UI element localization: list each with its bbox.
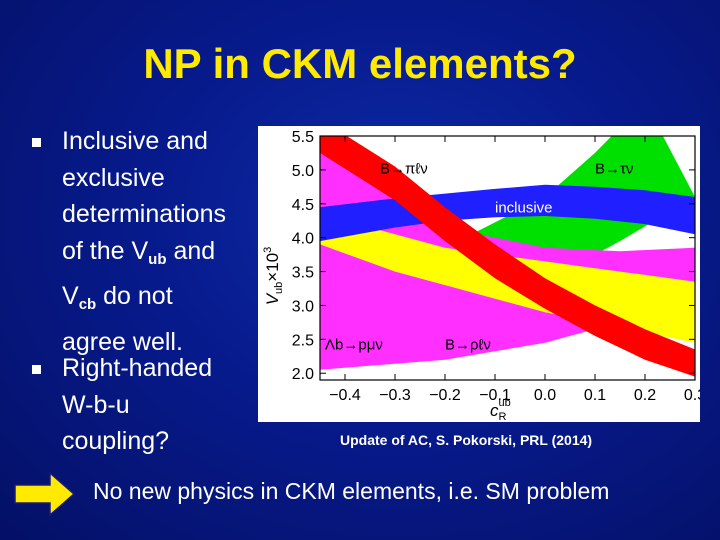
y-label-main: V [263, 292, 282, 305]
y-label-suffix: ×10 [263, 253, 282, 282]
x-label-sup: ub [498, 397, 510, 409]
band-label: B→τν [595, 160, 633, 177]
x-tick-label: −0.3 [379, 387, 411, 404]
x-tick-label: 0.0 [534, 387, 556, 404]
x-tick-label: −0.2 [429, 387, 461, 404]
x-tick-label: −0.4 [329, 387, 361, 404]
arrow-right-icon [14, 471, 76, 517]
subscript: ub [148, 250, 167, 268]
subscript: cb [78, 296, 97, 313]
arrow-shape [14, 471, 76, 517]
axes-layer: 2.0 2.5 3.0 3.5 4.0 4.5 5.0 5.5 −0.4 −0.3 −0.2 −0.1… [292, 129, 706, 404]
bullet-1-line: Vcb do not [62, 278, 262, 324]
conclusion-text: No new physics in CKM elements, i.e. SM … [93, 478, 610, 504]
bullet-1-line: of the Vub and [62, 233, 262, 279]
bullet-1-line: Inclusive and [62, 127, 208, 155]
plot-frame [319, 135, 696, 381]
band-b [320, 136, 695, 377]
text-run: V [62, 282, 79, 310]
bullet-1-line: determinations [62, 200, 226, 228]
bullet-2-line: W-b-u [62, 390, 130, 419]
y-tick-label: 5.5 [292, 129, 314, 146]
bullet-1-text: Inclusive and exclusive determinations o… [62, 123, 262, 360]
text-run: do not [96, 282, 173, 310]
y-tick-label: 5.0 [292, 163, 314, 180]
band-label: B→ρℓν [445, 337, 491, 354]
slide-title: NP in CKM elements? [143, 40, 577, 87]
y-tick-label: 3.0 [292, 298, 314, 315]
text-run: of the V [62, 236, 149, 265]
plot-panel: B→πℓν B→τν inclusive Λb→pμν B→ρℓν 2.0 2.5 3.0 3… [258, 126, 706, 423]
bullet-marker [32, 365, 41, 374]
x-tick-label: 0.2 [634, 387, 656, 404]
bullet-2-text: Right-handed W-b-u coupling? [62, 350, 262, 460]
band-label: inclusive [495, 200, 553, 217]
bullet-marker [32, 138, 41, 147]
y-tick-label: 2.0 [292, 366, 314, 383]
x-tick-label: 0.1 [584, 387, 606, 404]
bullet-2-line: coupling? [62, 427, 170, 455]
x-label-sub: R [499, 411, 507, 422]
x-axis-label-text: cRub [490, 397, 511, 422]
y-label-sub: ub [273, 282, 285, 294]
x-tick-label: −0.1 [479, 387, 511, 404]
citation: Update of AC, S. Pokorski, PRL (2014) [340, 432, 593, 448]
y-tick-label: 4.5 [292, 197, 314, 214]
bullet-2-line: Right-handed [62, 354, 213, 382]
y-axis-label-text: Vub×103 [262, 247, 285, 306]
x-axis-label: cRub [490, 397, 511, 423]
text-run: and [166, 236, 216, 265]
y-tick-label: 2.5 [292, 332, 314, 349]
bullet-1-line: exclusive [62, 163, 165, 192]
bullet-1-line: agree well. [62, 327, 183, 356]
band-label: Λb→pμν [325, 337, 383, 354]
x-tick-label: 0.3 [684, 387, 700, 404]
y-label-sup: 3 [262, 247, 274, 253]
band-label: B→πℓν [380, 160, 428, 177]
x-label-main: c [490, 401, 499, 420]
y-tick-label: 3.5 [292, 265, 314, 282]
vub-plot: B→πℓν B→τν inclusive Λb→pμν B→ρℓν 2.0 2.5 3.0 3… [262, 129, 706, 423]
y-axis-label: Vub×103 [262, 247, 285, 306]
y-tick-label: 4.0 [292, 231, 314, 248]
annotations-layer: B→πℓν B→τν inclusive Λb→pμν B→ρℓν [325, 160, 633, 353]
bands-layer [320, 136, 695, 377]
